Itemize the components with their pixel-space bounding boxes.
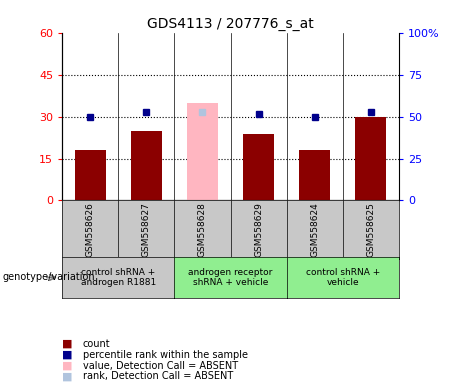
Text: ■: ■ (62, 339, 73, 349)
Text: GDS4113 / 207776_s_at: GDS4113 / 207776_s_at (147, 17, 314, 31)
Text: percentile rank within the sample: percentile rank within the sample (83, 350, 248, 360)
Text: GSM558628: GSM558628 (198, 202, 207, 257)
Text: GSM558627: GSM558627 (142, 202, 151, 257)
Bar (131, 131, 162, 200)
Text: androgen receptor
shRNA + vehicle: androgen receptor shRNA + vehicle (188, 268, 273, 287)
Bar (299, 151, 330, 200)
Text: rank, Detection Call = ABSENT: rank, Detection Call = ABSENT (83, 371, 233, 381)
Bar (187, 103, 218, 200)
Text: value, Detection Call = ABSENT: value, Detection Call = ABSENT (83, 361, 238, 371)
Bar (243, 134, 274, 200)
Text: GSM558624: GSM558624 (310, 202, 319, 257)
Text: ■: ■ (62, 371, 73, 381)
Text: GSM558629: GSM558629 (254, 202, 263, 257)
Text: control shRNA +
vehicle: control shRNA + vehicle (306, 268, 380, 287)
Bar (75, 151, 106, 200)
Text: ■: ■ (62, 361, 73, 371)
Text: control shRNA +
androgen R1881: control shRNA + androgen R1881 (81, 268, 156, 287)
Text: count: count (83, 339, 111, 349)
Text: GSM558625: GSM558625 (366, 202, 375, 257)
Text: GSM558626: GSM558626 (86, 202, 95, 257)
Text: ■: ■ (62, 350, 73, 360)
Bar (355, 117, 386, 200)
Text: genotype/variation: genotype/variation (2, 272, 95, 283)
